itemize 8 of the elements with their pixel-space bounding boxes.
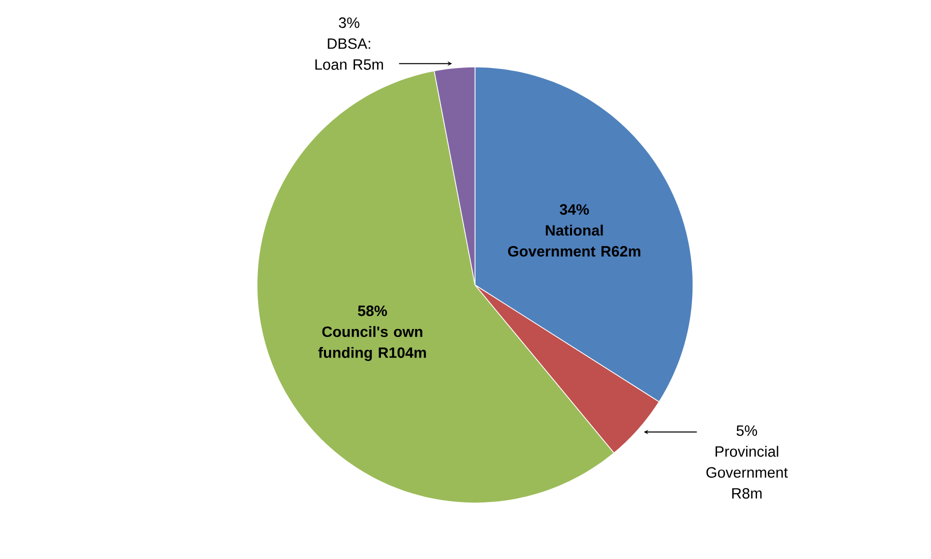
slice-label: DBSA: Loan R5m [315, 38, 383, 70]
data-label: 3% [338, 17, 360, 28]
slice-label: National Government R62m [508, 224, 640, 257]
data-label: 5% [736, 425, 758, 436]
slice-label: Council's own funding R104m [318, 326, 426, 361]
slice-label: Provincial Government R8m [706, 446, 788, 499]
data-label: 34% [560, 204, 589, 215]
data-label: 58% [358, 306, 387, 316]
